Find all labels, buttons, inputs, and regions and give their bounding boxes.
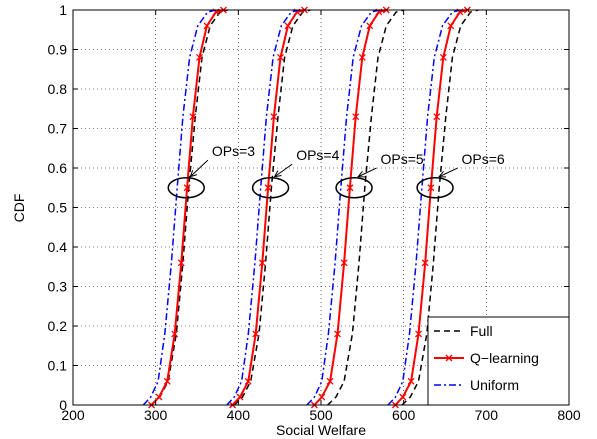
annotation-ellipse [335, 177, 373, 199]
y-tick-label: 0.1 [48, 358, 68, 374]
annotation-ellipse [416, 177, 454, 199]
series-q-learning-marker [358, 53, 366, 61]
series-q-learning-marker [334, 330, 341, 338]
series-q-learning-marker [258, 259, 266, 267]
series-q-learning-marker [352, 113, 360, 121]
x-tick-label: 300 [144, 407, 168, 423]
annotation-ellipse [251, 177, 290, 199]
annotation-arrow-line [274, 163, 293, 178]
y-tick-label: 0.7 [48, 121, 68, 137]
series-q-learning-marker [318, 393, 326, 401]
annotation-arrow-head [357, 170, 366, 178]
series-q-learning-marker [399, 393, 407, 401]
legend: Full Q−learning Uniform [427, 316, 570, 406]
grid-lines [73, 10, 569, 405]
y-tick-label: 1 [59, 2, 67, 18]
annotation-label: OPs=4 [296, 147, 339, 163]
y-tick-label: 0.8 [48, 81, 68, 97]
x-tick-label: 700 [475, 407, 499, 423]
series-q-learning-marker [340, 259, 348, 267]
series-q-learning-marker [252, 330, 260, 338]
y-tick-label: 0.2 [48, 318, 68, 334]
annotation-arrow-line [189, 159, 209, 178]
series-q-learning-marker [196, 53, 203, 61]
legend-label-q-learning: Q−learning [470, 350, 539, 366]
series-full-curve-4 [233, 9, 311, 406]
series-q-learning-marker [163, 377, 171, 385]
series-q-learning-marker [415, 330, 423, 338]
series-q-learning-marker [236, 393, 244, 401]
y-tick-label: 0.5 [48, 200, 68, 216]
y-tick-label: 0 [59, 397, 67, 413]
series-q-learning-marker [177, 259, 185, 267]
x-tick-label: 500 [309, 407, 333, 423]
series-q-learning-marker [270, 113, 278, 121]
legend-marker-q-learning [445, 354, 453, 362]
annotation-arrow-line [438, 167, 458, 178]
annotation-label: OPs=6 [462, 151, 505, 167]
series-lines [142, 6, 479, 409]
annotation-arrow-line [357, 167, 377, 178]
series-uniform-curve-4 [226, 9, 300, 406]
series-q-learning-marker [244, 377, 252, 385]
y-axis-title: CDF [11, 194, 27, 223]
series-uniform-curve-3 [142, 9, 217, 406]
legend-label-uniform: Uniform [470, 377, 519, 393]
series-uniform-curve-5 [306, 9, 380, 406]
series-q-learning-marker [407, 377, 415, 385]
annotations: OPs=3 OPs=4 OPs=5 OPs=6 [167, 143, 505, 199]
series-q-learning-marker [189, 113, 197, 121]
annotation-ellipse [167, 177, 206, 199]
y-tick-label: 0.9 [48, 42, 68, 58]
series-q-learning-marker [203, 22, 211, 30]
axis-ticks: 200 300 400 500 600 700 800 0 0.1 0.2 0.3 0.4 0.5 0.6… [48, 2, 581, 423]
x-tick-label: 200 [61, 407, 85, 423]
series-q-learning-marker [277, 53, 284, 61]
y-tick-label: 0.4 [48, 239, 68, 255]
series-uniform-curve-6 [387, 9, 461, 406]
series-q-learning-marker [264, 184, 272, 192]
series-full-curve-5 [327, 9, 404, 406]
series-q-learning-marker [366, 22, 374, 30]
x-tick-label: 800 [557, 407, 581, 423]
series-q-learning-marker [427, 184, 435, 192]
series-q-learning-marker [346, 184, 354, 192]
annotation-arrow-head [438, 170, 447, 178]
legend-label-full: Full [470, 323, 493, 339]
series-full-curve-6 [401, 9, 479, 406]
series-q-learning-marker [284, 22, 292, 30]
series-q-learning-marker [447, 22, 455, 30]
x-tick-label: 400 [227, 407, 251, 423]
series-q-learning-marker [421, 259, 429, 267]
series-q-learning-marker [433, 113, 441, 121]
x-tick-label: 600 [392, 407, 416, 423]
annotation-label: OPs=5 [381, 151, 424, 167]
annotation-arrow-head [273, 170, 282, 178]
y-tick-label: 0.6 [48, 160, 68, 176]
annotation-label: OPs=3 [212, 143, 255, 159]
x-axis-title: Social Welfare [276, 422, 366, 438]
series-q-learning-marker [171, 330, 179, 338]
series-q-learning-marker [183, 184, 191, 192]
annotation-arrow-head [189, 170, 198, 178]
series-q-learning-marker [439, 53, 447, 61]
y-tick-label: 0.3 [48, 279, 68, 295]
series-q-learning-marker [155, 393, 163, 401]
series-q-learning-marker [326, 377, 334, 385]
